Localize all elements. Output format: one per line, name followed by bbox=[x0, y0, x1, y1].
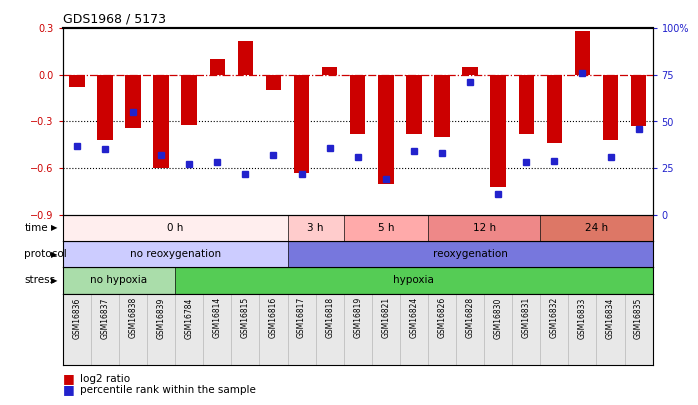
Text: GSM16817: GSM16817 bbox=[297, 297, 306, 339]
Bar bbox=[378, 75, 394, 183]
Text: no reoxygenation: no reoxygenation bbox=[130, 249, 221, 259]
Bar bbox=[63, 215, 288, 241]
Bar bbox=[343, 215, 428, 241]
Text: 3 h: 3 h bbox=[307, 223, 324, 233]
Bar bbox=[491, 75, 506, 187]
Text: GSM16784: GSM16784 bbox=[185, 297, 194, 339]
Bar bbox=[63, 241, 288, 267]
Text: GSM16837: GSM16837 bbox=[101, 297, 110, 339]
Text: GSM16834: GSM16834 bbox=[606, 297, 615, 339]
Text: GSM16815: GSM16815 bbox=[241, 297, 250, 339]
Text: ■: ■ bbox=[63, 383, 75, 396]
Bar bbox=[322, 67, 337, 75]
Text: percentile rank within the sample: percentile rank within the sample bbox=[80, 385, 256, 394]
Text: GSM16833: GSM16833 bbox=[578, 297, 587, 339]
Text: reoxygenation: reoxygenation bbox=[433, 249, 507, 259]
Text: GSM16826: GSM16826 bbox=[438, 297, 447, 339]
Bar bbox=[154, 75, 169, 168]
Bar bbox=[97, 75, 112, 140]
Text: GDS1968 / 5173: GDS1968 / 5173 bbox=[63, 13, 166, 26]
Text: GSM16828: GSM16828 bbox=[466, 297, 475, 338]
Text: GSM16831: GSM16831 bbox=[521, 297, 530, 339]
Text: time: time bbox=[24, 223, 48, 233]
Bar bbox=[181, 75, 197, 125]
Bar bbox=[294, 75, 309, 173]
Text: GSM16838: GSM16838 bbox=[128, 297, 138, 339]
Bar bbox=[126, 75, 141, 128]
Bar bbox=[631, 75, 646, 126]
Bar bbox=[540, 215, 653, 241]
Text: GSM16836: GSM16836 bbox=[73, 297, 82, 339]
Bar bbox=[434, 75, 450, 137]
Text: 5 h: 5 h bbox=[378, 223, 394, 233]
Bar bbox=[462, 67, 478, 75]
Text: 0 h: 0 h bbox=[167, 223, 184, 233]
Text: GSM16832: GSM16832 bbox=[550, 297, 559, 339]
Bar bbox=[209, 60, 225, 75]
Text: stress: stress bbox=[24, 275, 56, 286]
Text: GSM16824: GSM16824 bbox=[410, 297, 418, 339]
Bar bbox=[237, 41, 253, 75]
Bar bbox=[175, 267, 653, 294]
Bar bbox=[603, 75, 618, 140]
Bar bbox=[63, 267, 175, 294]
Bar bbox=[428, 215, 540, 241]
Text: ▶: ▶ bbox=[51, 276, 58, 285]
Text: GSM16816: GSM16816 bbox=[269, 297, 278, 339]
Bar bbox=[288, 241, 653, 267]
Bar bbox=[519, 75, 534, 134]
Bar bbox=[574, 32, 590, 75]
Text: ▶: ▶ bbox=[51, 223, 58, 232]
Text: GSM16821: GSM16821 bbox=[381, 297, 390, 338]
Bar bbox=[406, 75, 422, 134]
Text: 12 h: 12 h bbox=[473, 223, 496, 233]
Text: GSM16818: GSM16818 bbox=[325, 297, 334, 338]
Text: hypoxia: hypoxia bbox=[394, 275, 434, 286]
Text: GSM16819: GSM16819 bbox=[353, 297, 362, 339]
Bar bbox=[266, 75, 281, 90]
Text: 24 h: 24 h bbox=[585, 223, 608, 233]
Text: ▶: ▶ bbox=[51, 249, 58, 259]
Text: GSM16830: GSM16830 bbox=[493, 297, 503, 339]
Text: GSM16835: GSM16835 bbox=[634, 297, 643, 339]
Bar bbox=[288, 215, 343, 241]
Bar bbox=[547, 75, 562, 143]
Text: no hypoxia: no hypoxia bbox=[91, 275, 147, 286]
Text: GSM16839: GSM16839 bbox=[156, 297, 165, 339]
Text: protocol: protocol bbox=[24, 249, 67, 259]
Text: ■: ■ bbox=[63, 372, 75, 385]
Text: log2 ratio: log2 ratio bbox=[80, 374, 131, 384]
Text: GSM16814: GSM16814 bbox=[213, 297, 222, 339]
Bar bbox=[69, 75, 84, 87]
Bar bbox=[350, 75, 366, 134]
